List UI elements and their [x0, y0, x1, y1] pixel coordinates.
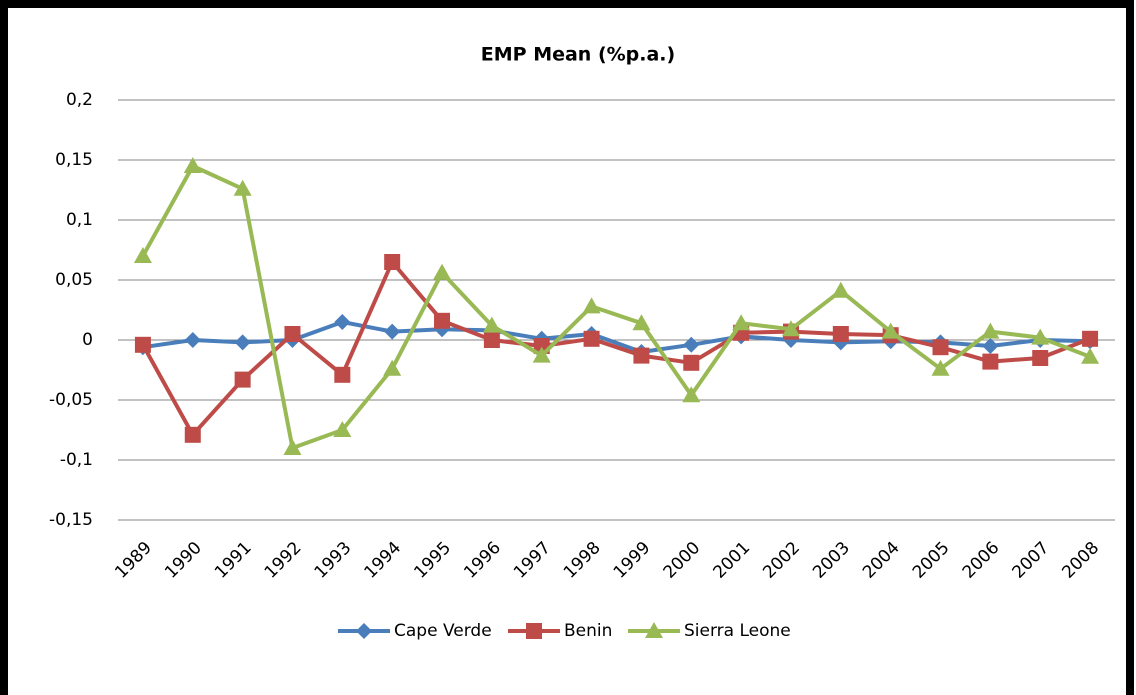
- point: [384, 254, 401, 270]
- y-tick-label: -0,05: [49, 390, 93, 410]
- point: [982, 353, 999, 370]
- point: [732, 314, 751, 331]
- point: [1031, 328, 1050, 345]
- legend-label: Sierra Leone: [684, 621, 791, 641]
- point: [1032, 350, 1049, 366]
- point: [632, 314, 651, 331]
- point: [931, 359, 950, 376]
- legend-marker: [645, 622, 663, 638]
- point: [683, 336, 700, 353]
- point: [682, 386, 701, 403]
- point: [234, 334, 251, 351]
- point: [483, 332, 500, 348]
- point: [532, 346, 551, 363]
- point: [981, 322, 1000, 339]
- point: [334, 366, 351, 383]
- point: [184, 426, 201, 443]
- point: [832, 326, 849, 342]
- legend-marker: [526, 623, 542, 639]
- point: [233, 179, 252, 196]
- point: [184, 332, 201, 348]
- point: [582, 297, 601, 314]
- point: [683, 354, 700, 371]
- point: [333, 421, 352, 437]
- chart-title: EMP Mean (%p.a.): [481, 44, 675, 66]
- series-line: [142, 320, 1091, 354]
- point: [831, 281, 850, 298]
- series-line: [141, 260, 1091, 437]
- y-tick-label: -0,15: [49, 510, 93, 530]
- point: [881, 322, 900, 339]
- y-tick-label: 0,2: [66, 90, 93, 110]
- y-tick-label: -0,1: [60, 450, 93, 470]
- y-tick-label: 0: [82, 330, 93, 350]
- point: [482, 316, 501, 333]
- legend-label: Benin: [564, 621, 612, 641]
- legend-label: Cape Verde: [394, 621, 492, 641]
- point: [583, 330, 600, 347]
- point: [134, 336, 151, 353]
- point: [433, 263, 452, 280]
- point: [334, 314, 351, 330]
- point: [1081, 347, 1100, 364]
- point: [932, 339, 949, 356]
- point: [434, 312, 451, 329]
- point: [982, 338, 999, 354]
- point: [234, 371, 251, 388]
- legend-marker: [356, 623, 372, 639]
- point: [183, 157, 202, 173]
- y-tick-label: 0,05: [55, 270, 93, 290]
- series-line: [141, 164, 1091, 450]
- point: [781, 320, 800, 337]
- y-tick-label: 0,1: [66, 210, 93, 230]
- point: [633, 347, 650, 364]
- point: [284, 326, 301, 342]
- point: [383, 359, 402, 376]
- point: [133, 247, 152, 263]
- y-tick-label: 0,15: [55, 150, 93, 170]
- point: [1082, 330, 1099, 347]
- point: [283, 439, 302, 455]
- point: [384, 323, 401, 340]
